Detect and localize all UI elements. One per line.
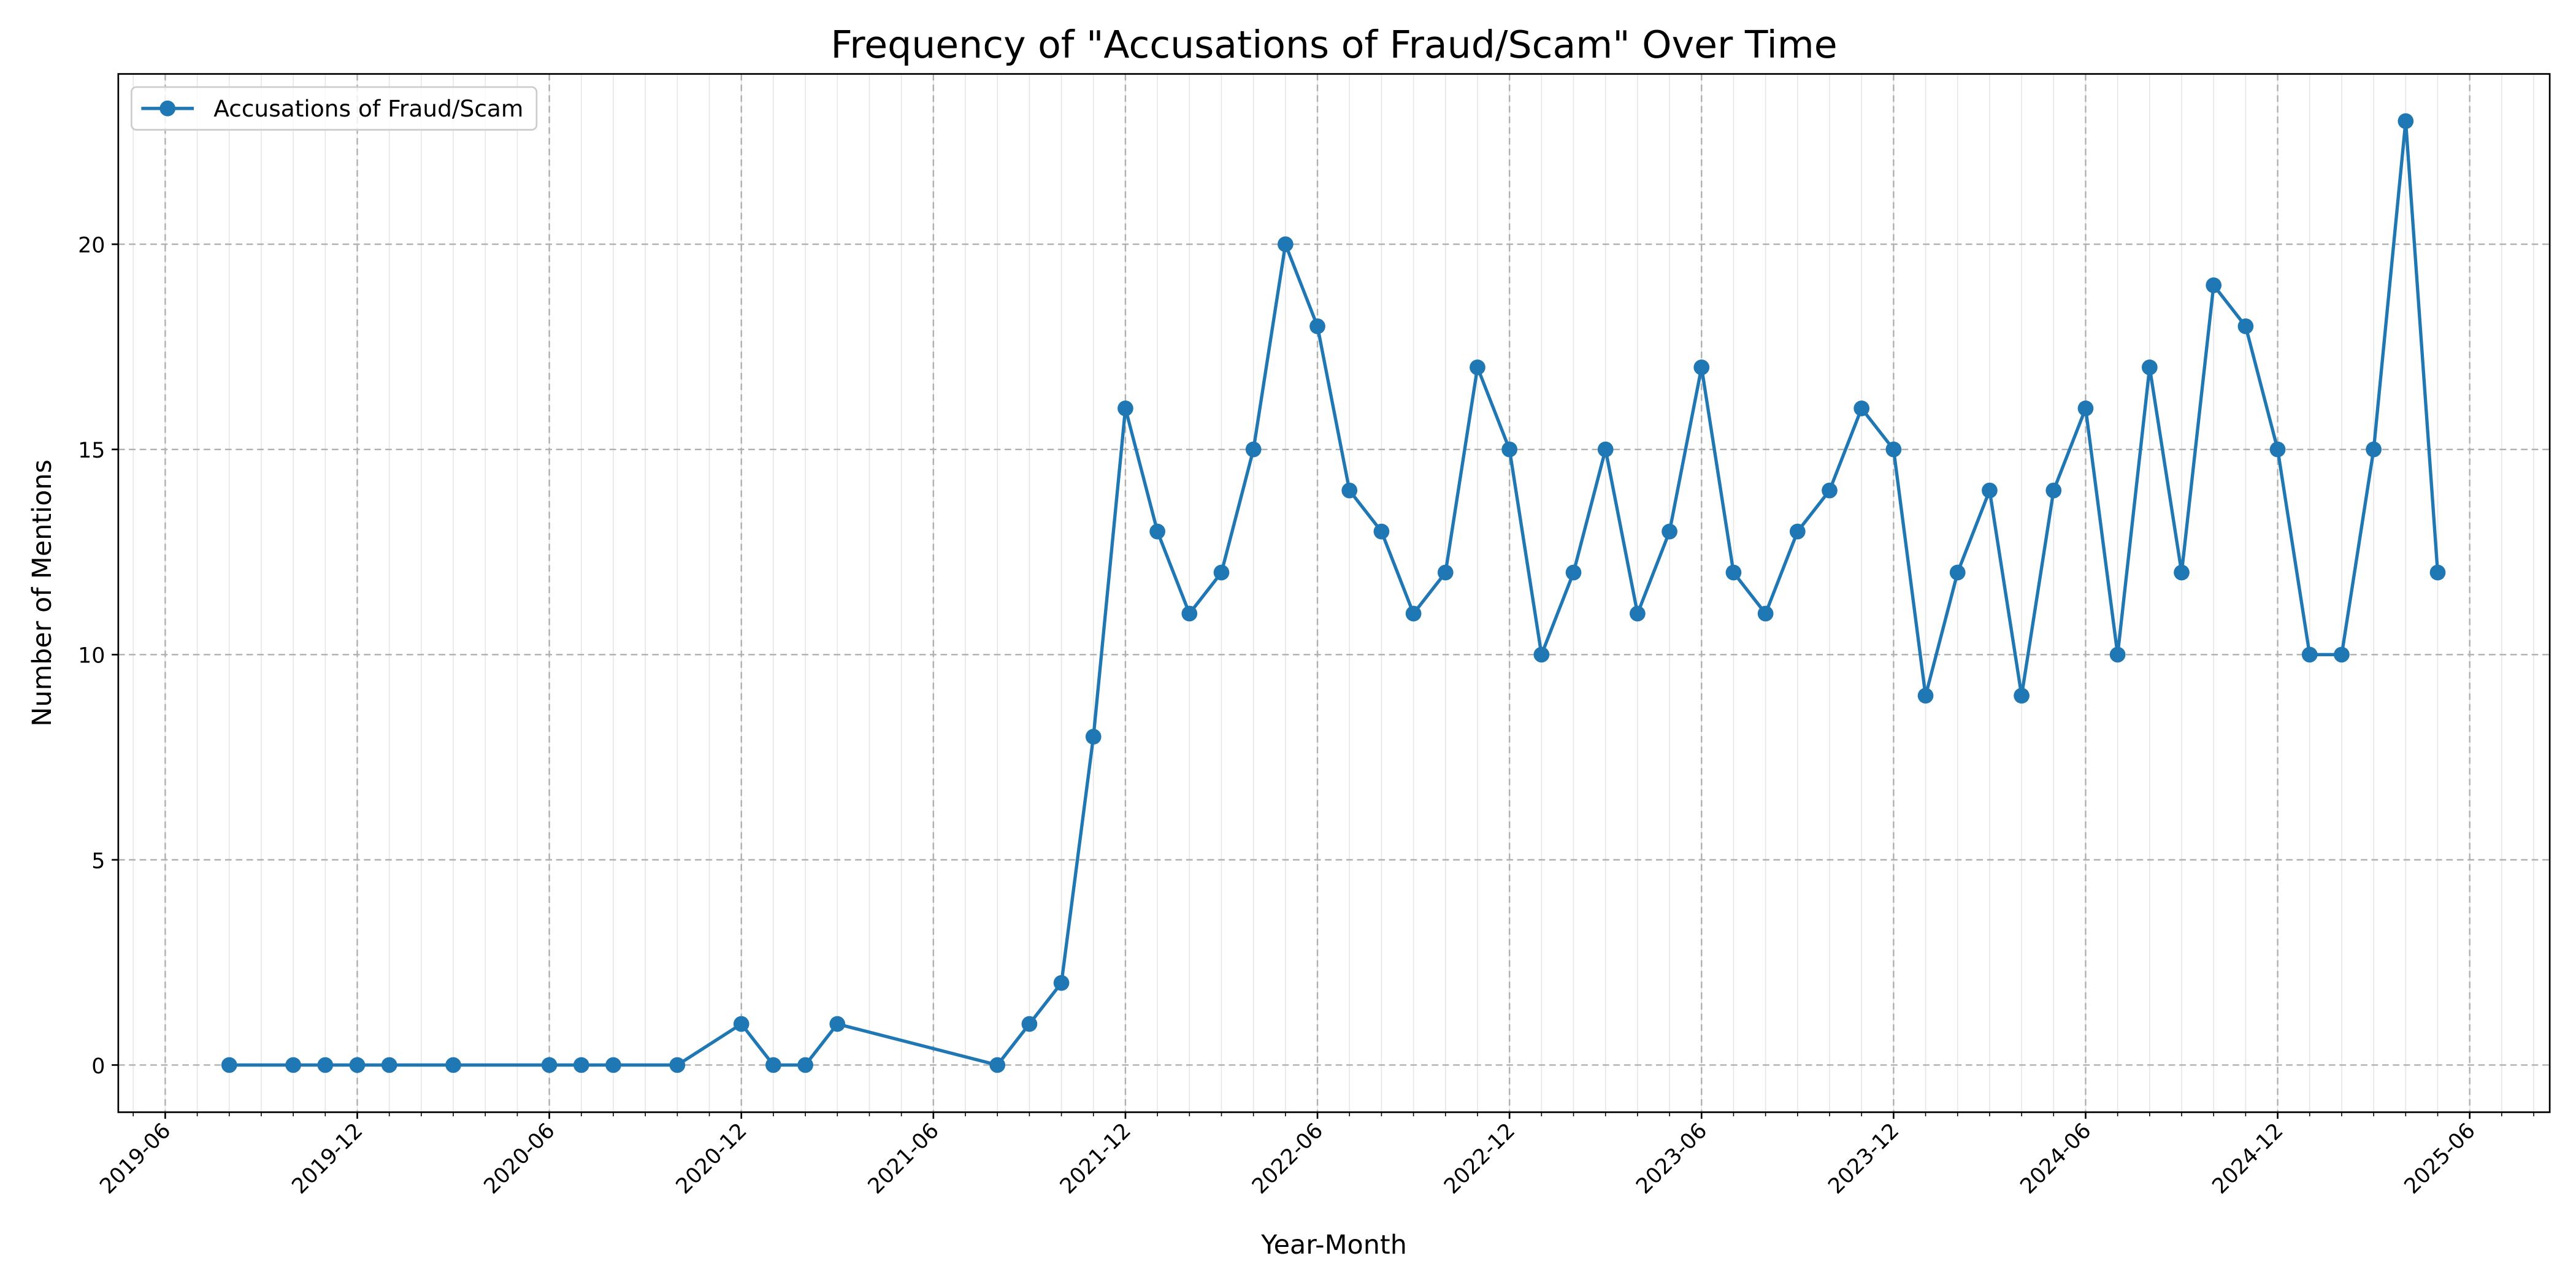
point xyxy=(1437,564,1454,581)
point xyxy=(349,1057,366,1073)
legend: Accusations of Fraud/Scam xyxy=(130,86,538,131)
point xyxy=(381,1057,397,1073)
point xyxy=(1181,605,1198,622)
point xyxy=(2301,646,2318,663)
point xyxy=(1885,441,1902,458)
point xyxy=(1053,975,1070,991)
point xyxy=(2237,318,2254,334)
point xyxy=(2429,564,2446,581)
series-line xyxy=(229,121,2440,1067)
x-axis-label: Year-Month xyxy=(1260,1230,1407,1260)
y-tick-label: 0 xyxy=(91,1054,105,1079)
legend-box xyxy=(130,86,538,131)
plot-frame xyxy=(117,73,2551,1113)
point xyxy=(1630,605,1646,622)
x-tick-label: 2020-12 xyxy=(672,1119,752,1199)
point xyxy=(2141,359,2158,375)
point xyxy=(2366,441,2382,458)
x-tick-label: 2021-06 xyxy=(864,1119,944,1199)
point xyxy=(1565,564,1582,581)
point xyxy=(1085,729,1102,745)
point xyxy=(1309,318,1325,334)
point xyxy=(1982,482,1998,499)
point xyxy=(2398,113,2414,129)
y-tick-label: 5 xyxy=(91,849,105,873)
point xyxy=(2334,646,2350,663)
y-tick-label: 20 xyxy=(78,234,105,258)
point xyxy=(989,1057,1006,1073)
point xyxy=(1149,523,1165,540)
point xyxy=(1341,482,1358,499)
point xyxy=(669,1057,686,1073)
legend-label: Accusations of Fraud/Scam xyxy=(213,95,523,122)
point xyxy=(605,1057,621,1073)
point xyxy=(1021,1016,1038,1032)
x-tick-label: 2024-12 xyxy=(2208,1119,2288,1199)
point xyxy=(1213,564,1230,581)
x-tick-label: 2022-06 xyxy=(1248,1119,1328,1199)
y-axis-label: Number of Mentions xyxy=(27,459,58,727)
point xyxy=(2045,482,2062,499)
x-tick-label: 2019-12 xyxy=(287,1119,367,1199)
y-tick-label: 10 xyxy=(78,644,105,669)
point xyxy=(573,1057,589,1073)
plot-background xyxy=(118,74,2550,1113)
point xyxy=(541,1057,558,1073)
x-tick-label: 2020-06 xyxy=(480,1119,560,1199)
x-tick-label: 2025-06 xyxy=(2400,1119,2480,1199)
x-tick-label: 2021-12 xyxy=(1056,1119,1136,1199)
x-tick-label: 2023-06 xyxy=(1631,1119,1712,1199)
point xyxy=(2269,441,2286,458)
chart-title: Frequency of "Accusations of Fraud/Scam"… xyxy=(830,23,1837,67)
point xyxy=(1470,359,1485,375)
point xyxy=(1117,401,1133,416)
point xyxy=(1917,688,1934,704)
point xyxy=(1662,523,1677,540)
point xyxy=(2206,277,2222,293)
point xyxy=(733,1016,749,1032)
point xyxy=(1277,236,1294,253)
point xyxy=(1501,441,1518,458)
point xyxy=(2014,688,2030,704)
point xyxy=(1693,359,1710,375)
point xyxy=(1597,441,1614,458)
point xyxy=(1373,523,1390,540)
point xyxy=(1245,441,1262,458)
point xyxy=(221,1057,237,1073)
x-tick-label: 2023-12 xyxy=(1823,1119,1904,1199)
point xyxy=(797,1057,813,1073)
x-tick-label: 2019-06 xyxy=(95,1119,175,1199)
point xyxy=(1789,523,1806,540)
point xyxy=(2109,646,2126,663)
point xyxy=(1949,564,1966,581)
point xyxy=(285,1057,301,1073)
point xyxy=(1725,564,1742,581)
point xyxy=(317,1057,334,1073)
point xyxy=(765,1057,781,1073)
point xyxy=(1405,605,1422,622)
legend-marker xyxy=(159,100,176,117)
x-tick-label: 2024-06 xyxy=(2015,1119,2096,1199)
point xyxy=(445,1057,461,1073)
point xyxy=(829,1016,846,1032)
point xyxy=(1853,401,1870,416)
point xyxy=(1533,646,1550,663)
point xyxy=(1757,605,1774,622)
point xyxy=(2174,564,2190,581)
point xyxy=(2077,401,2094,416)
y-tick-label: 15 xyxy=(78,439,105,463)
x-tick-label: 2022-12 xyxy=(1439,1119,1520,1199)
point xyxy=(1822,482,1838,499)
